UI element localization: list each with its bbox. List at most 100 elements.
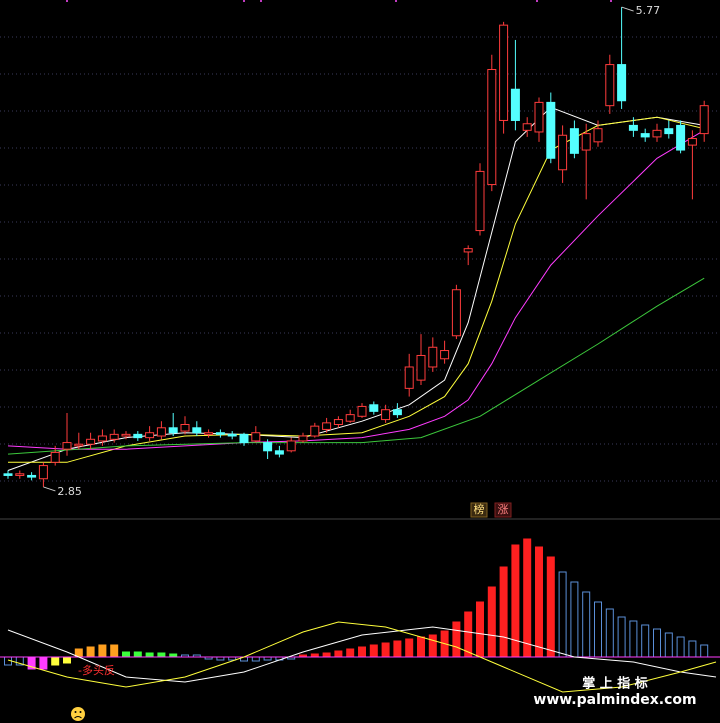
candle-body: [416, 354, 426, 381]
candle-body: [628, 124, 638, 131]
candle-body: [687, 138, 697, 146]
candle-body: [451, 289, 461, 337]
candle-body: [676, 124, 686, 151]
candle-body: [215, 432, 225, 435]
candle-body: [510, 88, 520, 121]
candle-body: [298, 435, 308, 442]
candle-body: [204, 432, 214, 435]
bar: [405, 638, 414, 658]
bar: [605, 608, 614, 658]
line: [8, 116, 705, 463]
badge: 涨: [498, 503, 509, 516]
bar: [98, 644, 107, 658]
high-arrow: [621, 6, 634, 12]
candle-body: [145, 432, 155, 439]
bar: [452, 621, 461, 658]
candle-body: [50, 451, 60, 463]
bar: [535, 546, 543, 658]
bar: [346, 648, 355, 658]
candle-body: [699, 105, 709, 135]
candle-body: [3, 473, 13, 476]
candle-body: [652, 129, 662, 138]
bar: [157, 652, 166, 658]
candle-body: [15, 473, 25, 476]
bar: [133, 651, 142, 658]
candle-body: [369, 404, 379, 412]
bar: [417, 636, 425, 658]
candle-body: [569, 128, 579, 154]
candle-body: [581, 133, 591, 151]
candle-body: [428, 346, 438, 368]
candle-body: [333, 419, 343, 426]
bar: [688, 640, 697, 658]
plot: 5.77 2.85 -多头反: [0, 4, 720, 693]
candle-body: [664, 128, 674, 135]
bar: [428, 634, 437, 658]
top-dots: [66, 0, 612, 2]
candle-body: [27, 474, 37, 478]
candle-body: [86, 438, 96, 445]
bar: [558, 571, 567, 658]
candle-body: [499, 24, 509, 121]
bar: [322, 652, 331, 658]
bar: [546, 556, 555, 658]
bar: [145, 652, 154, 658]
candle-body: [286, 440, 296, 452]
bar: [358, 646, 366, 658]
bar: [39, 656, 48, 670]
bar: [629, 620, 638, 658]
candle-body: [263, 442, 273, 452]
bar: [594, 601, 602, 658]
candle-body: [381, 409, 391, 421]
candle-body: [62, 442, 72, 450]
candle-body: [593, 128, 603, 143]
bar: [381, 642, 390, 658]
candle-body: [239, 433, 249, 444]
candle-body: [534, 101, 544, 133]
line: [7, 106, 705, 471]
candle-body: [617, 64, 627, 102]
bar: [617, 616, 626, 658]
bar: [664, 632, 673, 658]
candle-body: [522, 123, 532, 131]
footer-title: 掌 上 指 标: [582, 676, 648, 692]
bar: [393, 640, 402, 658]
bar: [582, 591, 591, 658]
badge-box: [470, 502, 488, 518]
bar: [63, 656, 71, 664]
candle-body: [440, 350, 450, 360]
bar: [251, 656, 260, 662]
candle-body: [38, 465, 48, 480]
candle-body: [156, 427, 166, 437]
bar: [334, 650, 343, 658]
bar: [676, 636, 685, 658]
candle-body: [168, 427, 178, 434]
line: [7, 277, 705, 455]
annotation: -多头反: [78, 663, 115, 677]
smiley: [71, 707, 85, 721]
candle-body: [97, 435, 107, 442]
candle-body: [251, 432, 261, 442]
bar: [700, 644, 709, 658]
bar: [369, 644, 378, 658]
candle-body: [192, 427, 202, 434]
high-label: 5.77: [636, 4, 661, 17]
bar: [86, 646, 95, 658]
candle-body: [310, 425, 320, 437]
candle-body: [392, 409, 402, 416]
candle-body: [133, 433, 143, 439]
line: [7, 621, 717, 693]
line: [7, 129, 705, 450]
candle-body: [180, 424, 190, 432]
candle-body: [558, 134, 568, 171]
grid: [0, 36, 720, 520]
bar: [122, 651, 130, 658]
candle-body: [546, 101, 556, 159]
low-label: 2.85: [57, 485, 82, 498]
bar: [523, 538, 532, 658]
bar: [653, 628, 661, 658]
bar: [476, 601, 484, 658]
candle-body: [109, 433, 119, 440]
bar: [110, 644, 119, 658]
